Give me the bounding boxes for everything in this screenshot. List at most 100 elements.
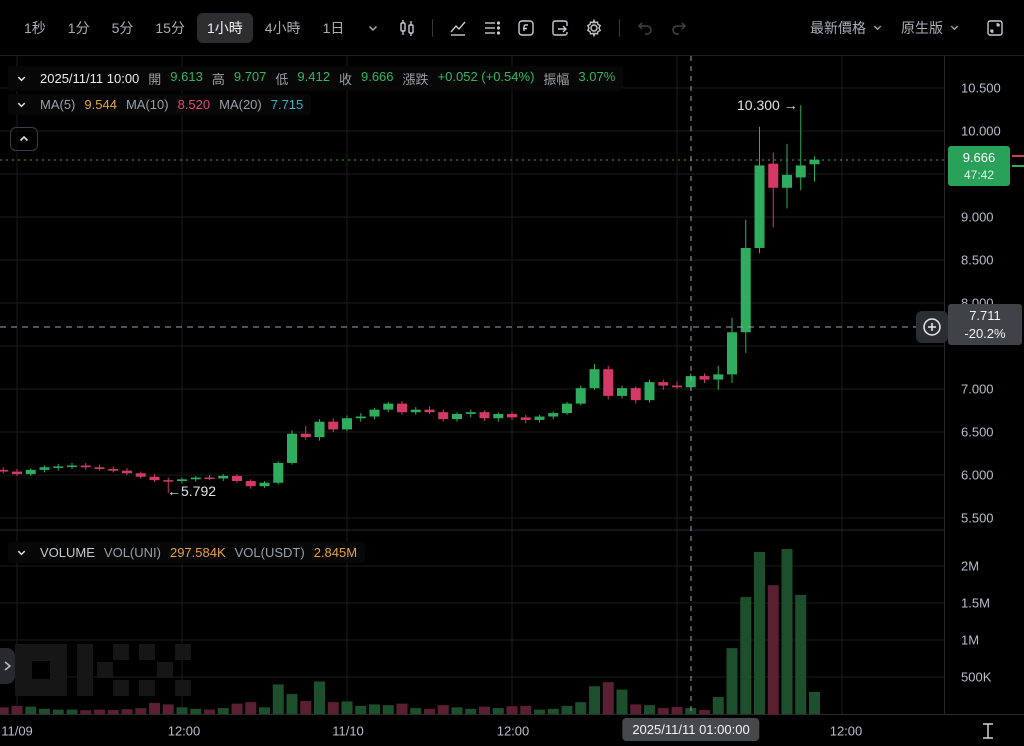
volume-bar (657, 708, 669, 714)
legend-value: 7.715 (270, 97, 304, 112)
candles (0, 105, 820, 493)
volume-bar (492, 708, 504, 714)
timeframe-button-3[interactable]: 15分 (145, 13, 195, 43)
candle (259, 482, 270, 487)
formula-icon[interactable] (511, 13, 541, 43)
candlestick-style-icon[interactable] (392, 13, 422, 43)
ma-values: MA(5) 9.544 MA(10) 8.520 MA(20) 7.715 (40, 97, 303, 112)
chart-version-label: 原生版 (901, 19, 943, 36)
timeframe-group: 1秒 1分 5分 15分 1小時 4小時 1日 (14, 12, 355, 43)
candle (204, 477, 215, 480)
volume-bar (740, 597, 752, 714)
volume-bar (589, 686, 600, 714)
volume-bars (0, 548, 820, 714)
candle (53, 466, 64, 468)
volume-bar (80, 710, 92, 714)
legend-label: MA(20) (219, 97, 262, 112)
candle (465, 412, 476, 414)
legend-label: VOL(UNI) (103, 545, 161, 560)
timeframe-button-5[interactable]: 4小時 (255, 13, 311, 43)
interval-dropdown-chevron-icon[interactable] (358, 13, 388, 43)
legend-value: 9.666 (360, 69, 394, 84)
volume-bar (286, 694, 298, 714)
volume-bar (162, 704, 174, 714)
price-axis-label: 10.000 (961, 123, 1001, 139)
add-order-plus-button[interactable] (916, 311, 948, 343)
timeframe-button-0[interactable]: 1秒 (14, 13, 56, 43)
volume-bar (479, 706, 490, 714)
expand-side-panel-button[interactable] (0, 648, 15, 684)
candle (754, 165, 765, 248)
candle (328, 421, 339, 430)
candle (795, 165, 806, 178)
volume-bar (630, 704, 642, 714)
volume-bar (644, 705, 655, 714)
volume-bar (176, 707, 188, 714)
chart-version-dropdown[interactable]: 原生版 (895, 14, 966, 42)
redo-icon[interactable] (664, 13, 694, 43)
time-axis[interactable]: 11/09 12:00 11/10 12:00 12:00 2025/11/11 01:… (0, 714, 1024, 746)
price-axis[interactable]: 10.500 10.000 9.000 8.500 8.000 7.000 6.500 6.0… (944, 56, 1024, 714)
volume-axis-label: 1M (961, 632, 980, 648)
candle (149, 476, 160, 481)
candle (479, 412, 490, 419)
price-axis-label: 7.000 (961, 381, 994, 397)
volume-axis-label: 2M (961, 558, 980, 574)
volume-collapse-chevron-icon[interactable] (12, 547, 31, 558)
volume-bar (671, 706, 683, 714)
volume-bar (369, 704, 380, 714)
timeframe-button-2[interactable]: 5分 (102, 13, 144, 43)
candle (493, 413, 504, 419)
volume-bar (204, 709, 215, 714)
settings-gear-icon[interactable] (579, 13, 609, 43)
candlestick-chart[interactable] (0, 56, 944, 714)
volume-bar (25, 706, 37, 714)
volume-axis-label: 500K (961, 669, 992, 685)
arrow-left-icon: ← (167, 483, 181, 499)
candle (80, 465, 91, 468)
candle (135, 473, 146, 477)
candle (39, 467, 50, 470)
legend-value: 2.845M (313, 545, 358, 560)
volume-bar (341, 701, 353, 714)
timeframe-button-4[interactable]: 1小時 (196, 12, 253, 43)
fullscreen-icon[interactable] (980, 13, 1010, 43)
candle (108, 468, 119, 471)
timeframe-button-1[interactable]: 1分 (58, 13, 100, 43)
timeframe-button-6[interactable]: 1日 (313, 13, 355, 43)
legend-value: 3.07% (578, 69, 616, 84)
candle (397, 403, 407, 413)
indicator-list-icon[interactable] (477, 13, 507, 43)
export-chart-icon[interactable] (545, 13, 575, 43)
legend-collapse-chevron-icon[interactable] (12, 73, 31, 84)
volume-bar (712, 696, 724, 714)
volume-bar (107, 709, 119, 714)
legend-value: +0.052 (+0.54%) (437, 69, 535, 84)
price-axis-label: 9.000 (961, 209, 994, 225)
volume-bar (272, 684, 284, 714)
candle (177, 479, 187, 482)
collapse-panel-button[interactable] (10, 127, 38, 151)
chart-toolbar: 1秒 1分 5分 15分 1小時 4小時 1日 (0, 0, 1024, 56)
undo-icon[interactable] (630, 13, 660, 43)
candle (383, 403, 394, 410)
candle (287, 433, 297, 463)
crosshair-price-badge: 7.711 -20.2% (948, 304, 1022, 346)
ma-collapse-chevron-icon[interactable] (12, 99, 31, 110)
indicators-icon[interactable] (443, 13, 473, 43)
candle (245, 481, 256, 487)
price-axis-label: 5.500 (961, 510, 994, 526)
volume-bar (506, 706, 518, 714)
time-axis-label: 11/09 (1, 723, 33, 738)
volume-bar (685, 708, 697, 714)
time-axis-label: 12:00 (829, 723, 863, 738)
price-mode-dropdown[interactable]: 最新價格 (804, 14, 889, 42)
candle (273, 462, 284, 483)
volume-bar (135, 708, 147, 714)
candle (67, 465, 77, 468)
hovered-candle-time: 2025/11/11 10:00 (40, 71, 140, 86)
candle (122, 470, 132, 474)
time-scale-reset-icon[interactable] (980, 722, 996, 743)
candle (507, 413, 517, 418)
high-price-annotation: 10.300 → (737, 97, 798, 113)
